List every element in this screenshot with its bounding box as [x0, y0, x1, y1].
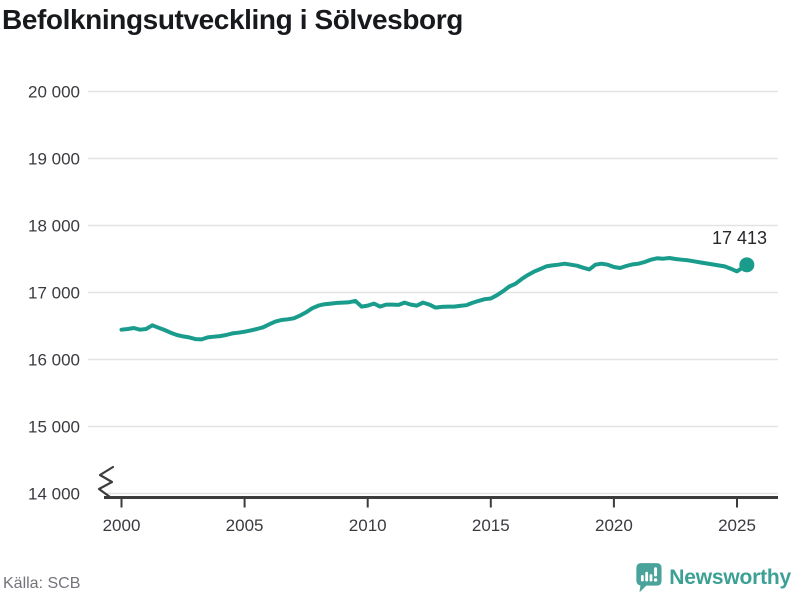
y-tick-label: 14 000 — [28, 485, 80, 504]
page-title: Befolkningsutveckling i Sölvesborg — [2, 4, 463, 35]
population-series-line — [119, 256, 749, 342]
y-tick-label: 15 000 — [28, 418, 80, 437]
y-tick-label: 20 000 — [28, 83, 80, 102]
x-tick-label: 2005 — [226, 516, 264, 535]
y-tick-label: 19 000 — [28, 150, 80, 169]
axis-break-icon — [97, 465, 115, 499]
x-tick-label: 2010 — [349, 516, 387, 535]
source-credit: Källa: SCB — [3, 575, 81, 592]
end-point-marker — [739, 257, 755, 273]
y-tick-label: 17 000 — [28, 284, 80, 303]
x-tick-label: 2015 — [472, 516, 510, 535]
newsworthy-brand[interactable]: Newsworthy — [635, 562, 791, 594]
last-value-label: 17 413 — [711, 228, 767, 248]
y-tick-label: 18 000 — [28, 217, 80, 236]
newsworthy-logo-icon — [636, 563, 662, 593]
x-tick-label: 2025 — [718, 516, 756, 535]
newsworthy-wordmark: Newsworthy — [669, 566, 791, 589]
x-tick-label: 2020 — [595, 516, 633, 535]
y-tick-label: 16 000 — [28, 351, 80, 370]
x-tick-label: 2000 — [103, 516, 141, 535]
